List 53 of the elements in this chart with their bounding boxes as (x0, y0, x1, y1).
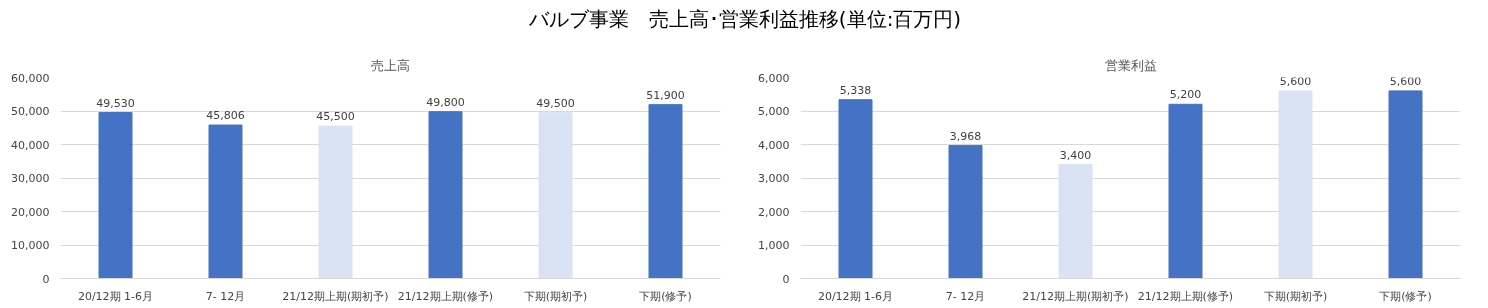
x-tick-label: 下期(期初予) (1263, 289, 1328, 303)
bar (1388, 90, 1423, 279)
y-tick-label: 10,000 (11, 239, 50, 252)
x-tick-label: 7- 12月 (205, 289, 246, 303)
y-tick-label: 60,000 (11, 71, 50, 85)
bar (1168, 103, 1203, 279)
data-label: 5,600 (1279, 74, 1312, 88)
bar (538, 112, 573, 279)
data-label: 3,968 (949, 129, 982, 143)
x-tick-label: 21/12期上期(修予) (1137, 289, 1234, 303)
data-label: 49,800 (426, 95, 465, 109)
bar (428, 111, 463, 279)
y-tick-label: 5,000 (758, 105, 790, 118)
bar (98, 112, 133, 279)
bar (1278, 90, 1313, 279)
x-tick-label: 21/12期上期(修予) (397, 289, 494, 303)
x-tick-label: 下期(期初予) (523, 289, 588, 303)
x-tick-label: 7- 12月 (945, 289, 986, 303)
chart-title: 売上高 (371, 57, 410, 73)
bar (318, 125, 353, 279)
y-tick-label: 4,000 (758, 138, 790, 152)
data-label: 3,400 (1059, 148, 1092, 162)
x-tick-label: 20/12期 1-6月 (817, 289, 894, 303)
chart-title: 営業利益 (1104, 57, 1157, 73)
bar (208, 124, 243, 279)
y-tick-label: 0 (782, 272, 790, 286)
data-label: 49,530 (96, 96, 135, 110)
bar (838, 99, 873, 279)
data-label: 51,900 (646, 88, 685, 102)
bar (648, 104, 683, 279)
x-tick-label: 21/12期上期(期初予) (1022, 289, 1129, 303)
x-tick-label: 20/12期 1-6月 (77, 289, 154, 303)
y-tick-label: 40,000 (11, 138, 50, 152)
y-tick-label: 30,000 (11, 172, 50, 185)
data-label: 45,806 (206, 109, 245, 123)
y-tick-label: 50,000 (11, 105, 50, 118)
data-label: 5,600 (1389, 74, 1422, 88)
x-tick-label: 下期(修予) (639, 289, 692, 303)
data-label: 45,500 (316, 110, 355, 124)
bar (1058, 164, 1093, 279)
y-tick-label: 1,000 (758, 239, 790, 252)
data-label: 5,338 (839, 83, 872, 97)
text: バルブ事業 売上高･営業利益推移(単位:百万円) (528, 6, 962, 33)
x-tick-label: 21/12期上期(期初予) (282, 289, 389, 303)
x-tick-label: 下期(修予) (1379, 289, 1432, 303)
y-tick-label: 0 (42, 272, 50, 286)
data-label: 49,500 (536, 96, 575, 110)
y-tick-label: 20,000 (11, 205, 50, 219)
bar (948, 145, 983, 279)
y-tick-label: 3,000 (758, 172, 790, 185)
y-tick-label: 2,000 (758, 205, 790, 219)
y-tick-label: 6,000 (758, 71, 790, 85)
data-label: 5,200 (1169, 88, 1202, 102)
